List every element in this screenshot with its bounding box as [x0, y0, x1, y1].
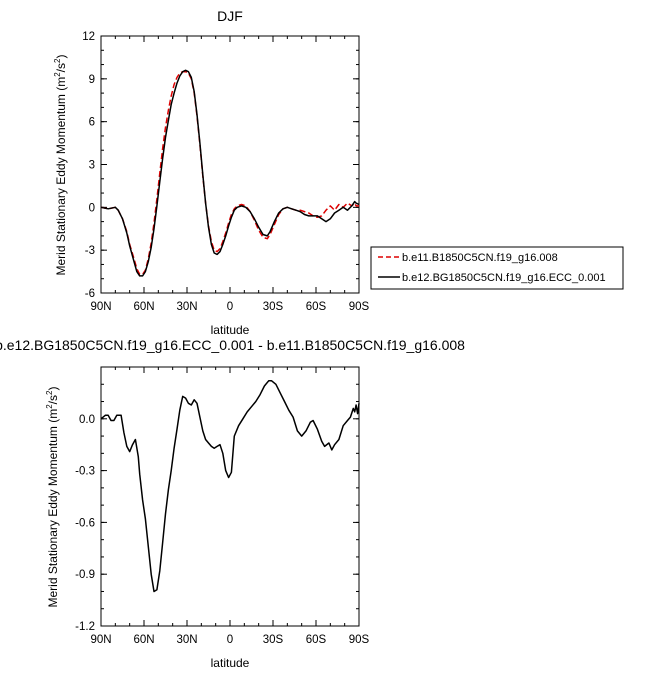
bottom-plot-frame — [100, 366, 360, 627]
top-series-group — [100, 69, 360, 277]
top-y-axis-label-sup2: 2 — [53, 58, 62, 63]
bottom-y-axis-label-mid: /s — [46, 395, 60, 404]
bottom-chart-title: b.e12.BG1850C5CN.f19_g16.ECC_0.001 - b.e… — [0, 337, 465, 353]
top-axes: -6 -3 0 3 6 9 12 90N 60N 30N 0 30S 60S 90S — [82, 31, 369, 313]
bottom-y-tick-label: -0.6 — [75, 517, 95, 529]
top-y-axis-label-main: Merid Stationary Eddy Momentum (m — [54, 77, 68, 276]
top-y-tick-label: -3 — [85, 245, 95, 257]
bottom-y-axis-label-sup: 2 — [45, 404, 54, 409]
top-y-tick-label: 12 — [82, 31, 95, 43]
bottom-series-group — [100, 380, 360, 593]
top-panel: DJF -6 -3 0 3 6 9 12 90N 60N 30N 0 30S 60S 90S latitu… — [53, 8, 624, 337]
bottom-axes: -1.2 -0.9 -0.6 -0.3 0.0 90N 60N 30N 0 30S 60S 90S — [75, 366, 370, 646]
bottom-y-axis-label-end: ) — [46, 387, 60, 391]
legend: b.e11.B1850C5CN.f19_g16.008 b.e12.BG1850… — [370, 246, 624, 290]
top-x-tick-label: 90N — [90, 301, 111, 313]
bottom-y-axis-label-sup2: 2 — [45, 390, 54, 395]
top-y-tick-label: -6 — [85, 288, 95, 300]
bottom-y-tick-label: -0.9 — [75, 569, 95, 581]
top-x-tick-label: 0 — [227, 301, 233, 313]
bottom-y-axis-label: Merid Stationary Eddy Momentum (m2/s2) — [45, 387, 60, 608]
top-plot-frame — [100, 35, 360, 294]
bottom-series-line-1 — [100, 380, 360, 593]
bottom-x-axis-label: latitude — [211, 656, 250, 670]
bottom-x-tick-label: 90S — [349, 634, 370, 646]
bottom-x-tick-label: 60S — [306, 634, 327, 646]
top-x-tick-label: 60N — [133, 301, 154, 313]
bottom-x-tick-label: 60N — [133, 634, 154, 646]
top-y-tick-label: 0 — [89, 202, 95, 214]
top-series-line-2 — [100, 69, 360, 277]
top-y-axis-label: Merid Stationary Eddy Momentum (m2/s2) — [53, 55, 68, 276]
top-x-axis-label: latitude — [211, 323, 250, 337]
legend-label-series-1: b.e11.B1850C5CN.f19_g16.008 — [402, 252, 558, 264]
legend-label-series-2: b.e12.BG1850C5CN.f19_g16.ECC_0.001 — [402, 272, 606, 284]
top-y-tick-label: 3 — [89, 160, 95, 172]
bottom-x-tick-label: 90N — [90, 634, 111, 646]
top-y-axis-label-mid: /s — [54, 63, 68, 72]
top-y-axis-label-sup: 2 — [53, 72, 62, 77]
bottom-x-tick-label: 30N — [176, 634, 197, 646]
bottom-y-axis-label-main: Merid Stationary Eddy Momentum (m — [46, 409, 60, 608]
bottom-x-tick-label: 30S — [263, 634, 284, 646]
top-y-axis-label-end: ) — [54, 55, 68, 59]
bottom-y-tick-label: -0.3 — [75, 466, 95, 478]
bottom-panel: b.e12.BG1850C5CN.f19_g16.ECC_0.001 - b.e… — [0, 337, 465, 670]
bottom-y-tick-label: -1.2 — [75, 621, 95, 633]
top-x-tick-label: 90S — [349, 301, 370, 313]
top-x-tick-label: 30N — [176, 301, 197, 313]
bottom-x-tick-label: 0 — [227, 634, 233, 646]
top-x-tick-label: 30S — [263, 301, 284, 313]
legend-box — [370, 246, 624, 290]
top-y-tick-label: 9 — [89, 74, 95, 86]
bottom-y-tick-label: 0.0 — [79, 414, 95, 426]
top-y-tick-label: 6 — [89, 117, 95, 129]
top-series-line-1 — [100, 70, 359, 276]
top-chart-title: DJF — [217, 8, 243, 24]
top-x-tick-label: 60S — [306, 301, 327, 313]
